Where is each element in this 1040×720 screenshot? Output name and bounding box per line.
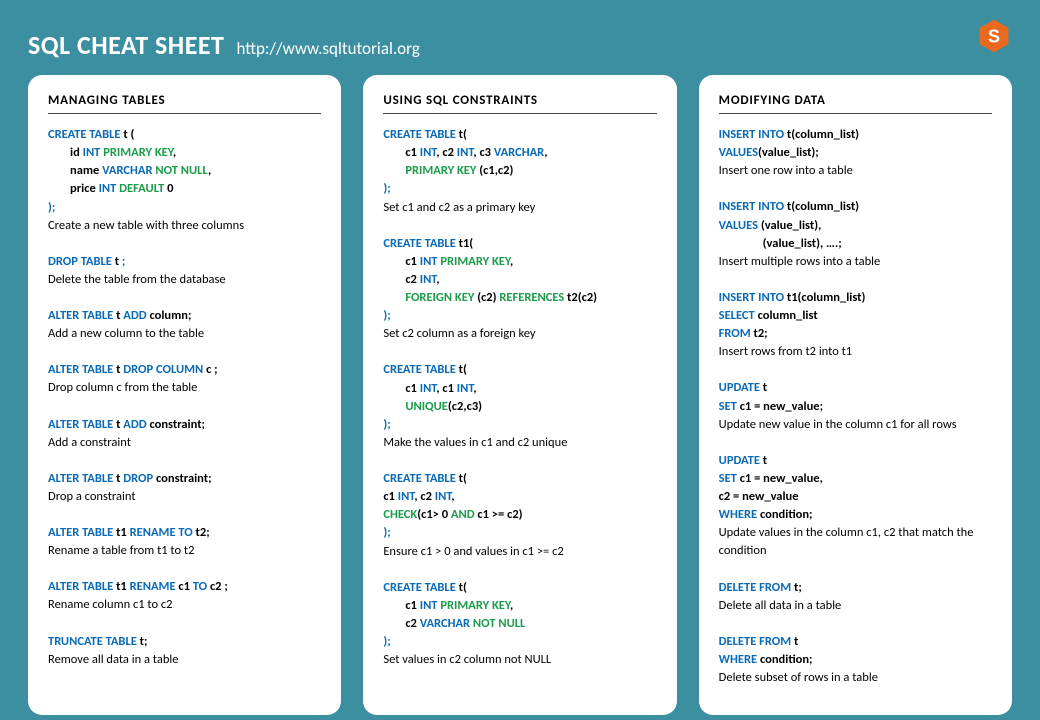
columns-container: MANAGING TABLES CREATE TABLE t (id INT PR… — [28, 75, 1012, 715]
code: INSERT INTO t1(column_list)SELECT column… — [719, 289, 992, 343]
code-block: ALTER TABLE t DROP COLUMN c ;Drop column… — [48, 361, 321, 397]
code-block: ALTER TABLE t1 RENAME TO t2;Rename a tab… — [48, 524, 321, 560]
page-title: SQL CHEAT SHEET — [28, 29, 224, 61]
code-block: CREATE TABLE t(c1 INT PRIMARY KEY,c2 VAR… — [383, 579, 656, 670]
code-description: Ensure c1 > 0 and values in c1 >= c2 — [383, 543, 656, 561]
code-block: CREATE TABLE t1(c1 INT PRIMARY KEY,c2 IN… — [383, 235, 656, 344]
code-description: Rename a table from t1 to t2 — [48, 542, 321, 560]
card: MODIFYING DATA INSERT INTO t(column_list)… — [699, 75, 1012, 715]
code: INSERT INTO t(column_list)VALUES (value_… — [719, 198, 992, 252]
code-description: Update values in the column c1, c2 that … — [719, 524, 992, 560]
code: TRUNCATE TABLE t; — [48, 633, 321, 651]
code: CREATE TABLE t(c1 INT, c2 INT, c3 VARCHA… — [383, 126, 656, 199]
logo-icon: S — [976, 18, 1012, 54]
code: ALTER TABLE t DROP constraint; — [48, 470, 321, 488]
card-title: MANAGING TABLES — [48, 93, 321, 114]
code: ALTER TABLE t ADD constraint; — [48, 416, 321, 434]
code-description: Rename column c1 to c2 — [48, 596, 321, 614]
code-block: CREATE TABLE t(c1 INT, c1 INT,UNIQUE(c2,… — [383, 361, 656, 452]
code: CREATE TABLE t1(c1 INT PRIMARY KEY,c2 IN… — [383, 235, 656, 326]
code-description: Create a new table with three columns — [48, 217, 321, 235]
code-description: Delete the table from the database — [48, 271, 321, 289]
code-block: ALTER TABLE t DROP constraint;Drop a con… — [48, 470, 321, 506]
page-url: http://www.sqltutorial.org — [236, 38, 419, 59]
code-block: UPDATE tSET c1 = new_value, c2 = new_val… — [719, 452, 992, 561]
header: SQL CHEAT SHEET http://www.sqltutorial.o… — [28, 18, 1012, 61]
code: CREATE TABLE t( c1 INT, c2 INT, CHECK(c1… — [383, 470, 656, 543]
code-description: Delete all data in a table — [719, 597, 992, 615]
code-block: INSERT INTO t1(column_list)SELECT column… — [719, 289, 992, 362]
code-block: INSERT INTO t(column_list)VALUES (value_… — [719, 198, 992, 271]
code: CREATE TABLE t (id INT PRIMARY KEY,name … — [48, 126, 321, 217]
code-description: Set values in c2 column not NULL — [383, 651, 656, 669]
code-block: ALTER TABLE t ADD constraint;Add a const… — [48, 416, 321, 452]
code: CREATE TABLE t(c1 INT, c1 INT,UNIQUE(c2,… — [383, 361, 656, 434]
code-description: Drop a constraint — [48, 488, 321, 506]
code-block: CREATE TABLE t(c1 INT, c2 INT, c3 VARCHA… — [383, 126, 656, 217]
code-block: ALTER TABLE t ADD column;Add a new colum… — [48, 307, 321, 343]
code: DELETE FROM t; — [719, 579, 992, 597]
code: DELETE FROM tWHERE condition; — [719, 633, 992, 669]
code-description: Add a constraint — [48, 434, 321, 452]
code-block: ALTER TABLE t1 RENAME c1 TO c2 ;Rename c… — [48, 578, 321, 614]
code-block: DELETE FROM tWHERE condition;Delete subs… — [719, 633, 992, 687]
code-description: Add a new column to the table — [48, 325, 321, 343]
code: ALTER TABLE t DROP COLUMN c ; — [48, 361, 321, 379]
code-description: Remove all data in a table — [48, 651, 321, 669]
code: DROP TABLE t ; — [48, 253, 321, 271]
code: UPDATE tSET c1 = new_value, c2 = new_val… — [719, 452, 992, 525]
card-title: MODIFYING DATA — [719, 93, 992, 114]
code-block: CREATE TABLE t( c1 INT, c2 INT, CHECK(c1… — [383, 470, 656, 561]
svg-text:S: S — [988, 26, 1000, 46]
code: ALTER TABLE t ADD column; — [48, 307, 321, 325]
card-title: USING SQL CONSTRAINTS — [383, 93, 656, 114]
code-description: Make the values in c1 and c2 unique — [383, 434, 656, 452]
code-description: Insert one row into a table — [719, 162, 992, 180]
code-block: TRUNCATE TABLE t;Remove all data in a ta… — [48, 633, 321, 669]
code-block: CREATE TABLE t (id INT PRIMARY KEY,name … — [48, 126, 321, 235]
code-description: Update new value in the column c1 for al… — [719, 416, 992, 434]
card: MANAGING TABLES CREATE TABLE t (id INT PR… — [28, 75, 341, 715]
code-description: Insert multiple rows into a table — [719, 253, 992, 271]
code: CREATE TABLE t(c1 INT PRIMARY KEY,c2 VAR… — [383, 579, 656, 652]
code: INSERT INTO t(column_list)VALUES(value_l… — [719, 126, 992, 162]
header-left: SQL CHEAT SHEET http://www.sqltutorial.o… — [28, 29, 420, 61]
code: ALTER TABLE t1 RENAME c1 TO c2 ; — [48, 578, 321, 596]
code: ALTER TABLE t1 RENAME TO t2; — [48, 524, 321, 542]
code-description: Delete subset of rows in a table — [719, 669, 992, 687]
code-block: INSERT INTO t(column_list)VALUES(value_l… — [719, 126, 992, 180]
code-description: Set c2 column as a foreign key — [383, 325, 656, 343]
code-block: DROP TABLE t ;Delete the table from the … — [48, 253, 321, 289]
code-description: Drop column c from the table — [48, 379, 321, 397]
code-description: Set c1 and c2 as a primary key — [383, 199, 656, 217]
card: USING SQL CONSTRAINTS CREATE TABLE t(c1 I… — [363, 75, 676, 715]
code-description: Insert rows from t2 into t1 — [719, 343, 992, 361]
code: UPDATE tSET c1 = new_value; — [719, 379, 992, 415]
code-block: DELETE FROM t;Delete all data in a table — [719, 579, 992, 615]
code-block: UPDATE tSET c1 = new_value;Update new va… — [719, 379, 992, 433]
